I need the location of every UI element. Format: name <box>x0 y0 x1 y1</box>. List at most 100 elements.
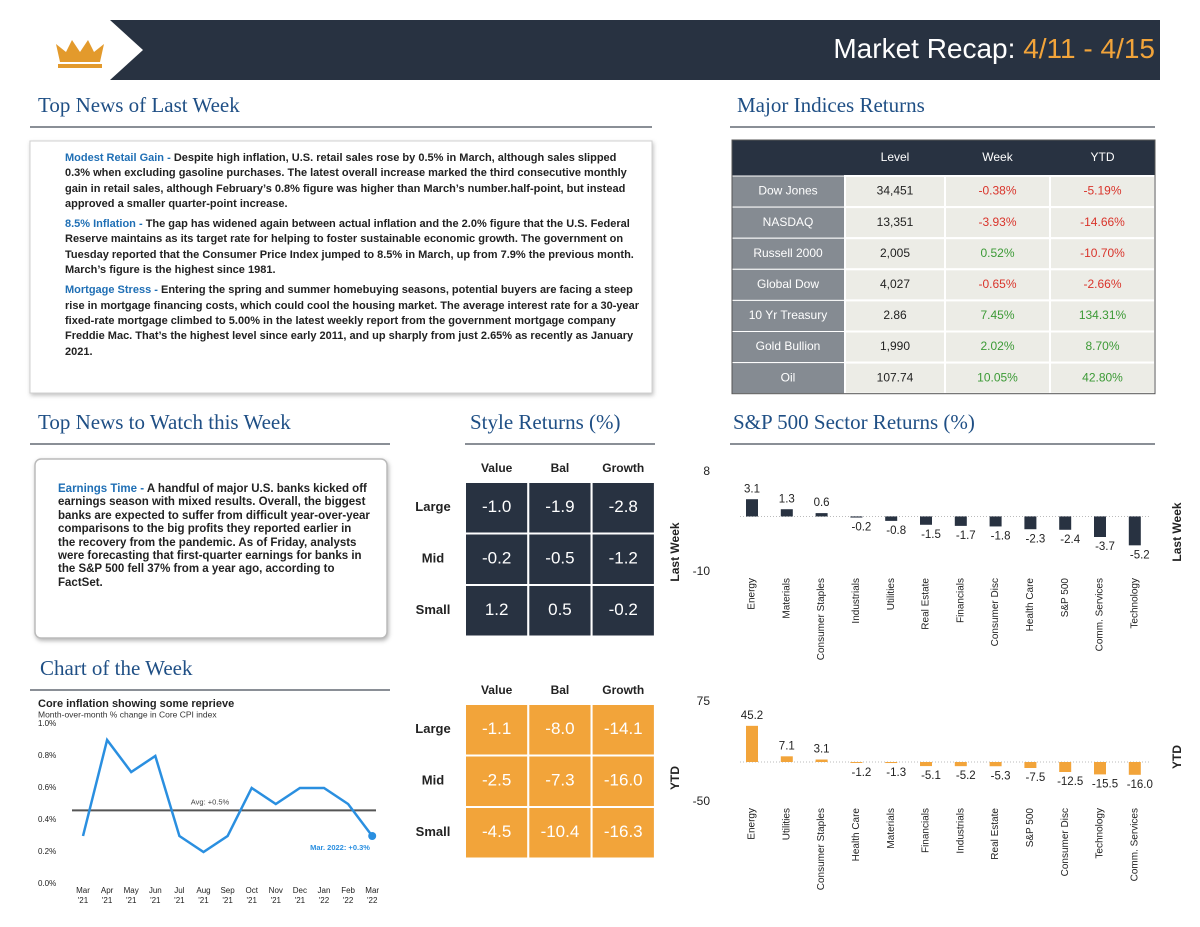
x-tick-label: Materials <box>781 578 792 619</box>
x-tick-label: '21 <box>271 896 282 905</box>
bar <box>989 516 1002 527</box>
style-cell-text: -7.3 <box>545 771 574 790</box>
style-cell-text: -1.1 <box>482 719 511 738</box>
table-cell <box>844 299 946 333</box>
table-cell-text: 0.52% <box>980 246 1014 260</box>
x-tick-label: Utilities <box>886 578 897 610</box>
style-cell <box>590 584 656 638</box>
x-tick-label: '21 <box>222 896 233 905</box>
news-item-title: Mortgage Stress - <box>65 284 158 297</box>
x-tick-label: Health Care <box>1025 578 1036 632</box>
value-label: -1.5 <box>921 529 941 541</box>
x-tick-label: Energy <box>747 578 758 610</box>
x-tick-label: '22 <box>319 896 330 905</box>
style-cell-text: 0.5 <box>548 600 572 619</box>
news-item-title: 8.5% Inflation - <box>65 218 143 231</box>
value-label: 45.2 <box>741 710 763 722</box>
table-cell <box>944 206 1051 240</box>
table-row-header: Oil <box>781 370 796 384</box>
table-column-header: Week <box>982 150 1013 164</box>
table-cell-text: 134.31% <box>1079 308 1127 322</box>
x-tick-label: Industrials <box>851 578 862 624</box>
bar <box>850 516 863 518</box>
y-axis-label: Last Week <box>668 522 682 581</box>
end-marker <box>368 832 377 840</box>
table-cell <box>844 237 946 271</box>
bar <box>850 762 863 763</box>
table-row-header-cell <box>731 299 846 332</box>
table-cell <box>1049 268 1156 302</box>
table-cell <box>944 175 1051 209</box>
x-tick-label: Technology <box>1129 578 1140 629</box>
value-label: -5.2 <box>1130 549 1150 561</box>
table-cell-text: -0.65% <box>978 277 1016 291</box>
average-label: Avg: +0.5% <box>191 797 230 806</box>
style-cell-text: -2.8 <box>609 497 638 516</box>
x-tick-label: Consumer Disc <box>990 578 1001 646</box>
table-cell-text: -14.66% <box>1080 215 1125 229</box>
news-item-text: The gap has widened again between actual… <box>65 218 634 277</box>
value-label: 3.1 <box>744 483 760 495</box>
table-row-header-cell <box>731 331 846 364</box>
y-tick-label: 75 <box>697 694 711 708</box>
table-cell-text: -3.93% <box>978 215 1016 229</box>
table-row-header-cell <box>731 362 846 395</box>
x-tick-label: Jun <box>149 886 162 895</box>
y-tick-label: 8 <box>703 464 710 478</box>
x-tick-label: Mar <box>76 886 90 895</box>
x-tick-label: '21 <box>150 896 161 905</box>
value-label: -12.5 <box>1057 776 1083 788</box>
bar <box>920 516 932 525</box>
style-cell <box>527 806 593 860</box>
y-axis-label: YTD <box>1170 745 1184 769</box>
table-cell-text: 13,351 <box>877 215 914 229</box>
x-tick-label: S&P 500 <box>1060 578 1071 618</box>
x-tick-label: Comm. Services <box>1129 808 1140 881</box>
x-tick-label: S&P 500 <box>1025 808 1036 848</box>
bar <box>885 762 898 764</box>
chart-subtitle: Month-over-month % change in Core CPI in… <box>38 709 217 719</box>
style-cell-text: -0.2 <box>482 549 511 568</box>
table-header <box>732 140 1155 176</box>
style-cell <box>590 481 656 535</box>
table-column-header: Level <box>881 150 910 164</box>
section-heading: Top News of Last Week <box>38 93 240 117</box>
style-cell <box>527 584 593 638</box>
table-cell-text: 8.70% <box>1085 339 1119 353</box>
value-label: -2.3 <box>1025 533 1045 545</box>
table-cell-text: 34,451 <box>877 184 914 198</box>
value-label: -1.7 <box>956 530 976 542</box>
value-label: -1.2 <box>851 767 871 779</box>
bar <box>1128 516 1141 546</box>
news-item-title: Modest Retail Gain - <box>65 152 171 164</box>
x-tick-label: Mar <box>365 886 379 895</box>
y-axis-label: Last Week <box>1170 502 1184 561</box>
x-tick-label: May <box>124 886 139 895</box>
style-cell-text: 1.2 <box>485 600 509 619</box>
table-cell <box>1049 206 1156 240</box>
value-label: -5.2 <box>956 770 976 782</box>
table-cell <box>1049 237 1156 271</box>
value-label: -15.5 <box>1092 778 1118 790</box>
x-tick-label: Financials <box>921 808 932 853</box>
style-cell-text: -16.0 <box>604 771 643 790</box>
line-chart-box <box>30 696 390 906</box>
logo-crown-base <box>58 64 102 68</box>
style-cell-text: -0.5 <box>545 549 574 568</box>
y-tick-label: -50 <box>693 794 711 808</box>
x-tick-label: '21 <box>174 896 185 905</box>
style-cell <box>464 806 530 860</box>
section-heading: S&P 500 Sector Returns (%) <box>733 410 975 434</box>
value-label: -3.7 <box>1095 541 1115 553</box>
value-label: 7.1 <box>779 740 795 752</box>
watch-box <box>34 458 388 639</box>
header-title-text: Market Recap: <box>833 33 1015 64</box>
x-tick-label: '21 <box>78 896 89 905</box>
style-cell-text: -8.0 <box>545 719 574 738</box>
table-cell-text: -0.38% <box>978 184 1016 198</box>
value-label: 3.1 <box>814 744 830 756</box>
x-tick-label: Comm. Services <box>1095 578 1106 651</box>
style-row-header: Small <box>416 824 451 839</box>
table-cell-text: 2.02% <box>980 339 1014 353</box>
